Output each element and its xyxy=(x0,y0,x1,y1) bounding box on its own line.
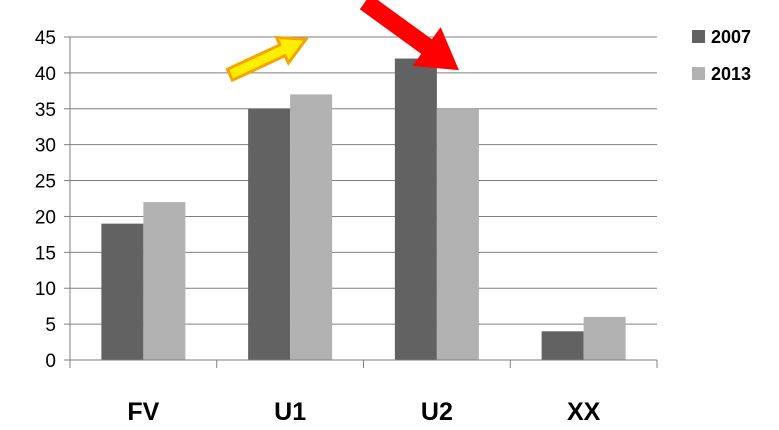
bar-2007-U2 xyxy=(394,58,437,361)
legend: 2007 2013 xyxy=(692,27,751,84)
y-tick-label: 25 xyxy=(35,172,56,193)
y-tick-label: 45 xyxy=(35,28,56,49)
x-category-label: U2 xyxy=(421,398,453,425)
bar-2013-FV xyxy=(143,202,186,360)
y-tick-label: 5 xyxy=(45,315,56,336)
y-tick-label: 40 xyxy=(35,64,56,85)
legend-swatch-2013 xyxy=(692,67,705,80)
y-tick-label: 0 xyxy=(45,351,56,372)
yellow-arrow-shape xyxy=(225,35,309,83)
legend-label-2007: 2007 xyxy=(711,27,751,47)
y-tick-label: 35 xyxy=(35,100,56,121)
x-category-labels: FV U1 U2 XX xyxy=(127,398,601,426)
annotation-layer xyxy=(225,0,459,83)
bar-2007-XX xyxy=(541,331,584,360)
x-category-label: FV xyxy=(127,398,159,425)
bar-2007-FV xyxy=(101,223,144,360)
red-arrow-shape xyxy=(359,0,459,71)
legend-swatch-2007 xyxy=(692,30,705,43)
bar-2013-U1 xyxy=(290,94,333,360)
y-tick-labels: 0 5 10 15 20 25 30 35 40 45 xyxy=(35,28,56,372)
bar-2007-U1 xyxy=(248,108,291,361)
x-category-label: XX xyxy=(567,398,601,425)
axis-layer xyxy=(64,36,658,368)
yellow-arrow-icon xyxy=(225,35,309,83)
bars-layer xyxy=(101,58,626,361)
bar-2013-U2 xyxy=(436,108,479,361)
bar-2013-XX xyxy=(583,316,626,360)
y-tick-label: 20 xyxy=(35,207,56,228)
red-arrow-icon xyxy=(359,0,459,71)
x-category-label: U1 xyxy=(274,398,306,425)
y-tick-label: 10 xyxy=(35,279,56,300)
y-tick-label: 15 xyxy=(35,243,56,264)
legend-label-2013: 2013 xyxy=(711,64,751,84)
y-tick-label: 30 xyxy=(35,136,56,157)
